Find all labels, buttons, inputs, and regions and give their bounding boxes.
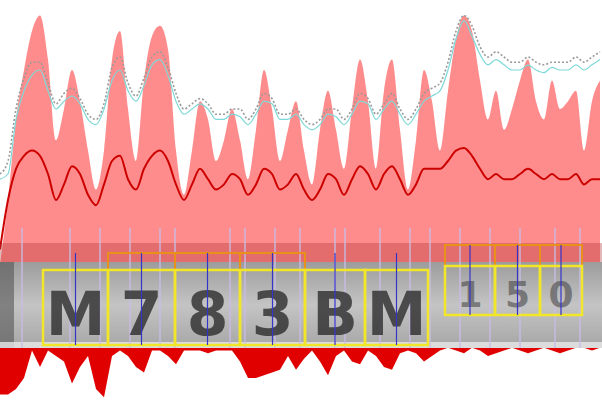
plot-bottom xyxy=(0,345,600,397)
chart: M783BM150 xyxy=(0,0,602,405)
center-line xyxy=(207,253,208,345)
center-line xyxy=(560,245,561,315)
bottom-profile-area xyxy=(0,345,600,397)
cut-line xyxy=(299,228,301,348)
candidate-box xyxy=(240,253,305,345)
center-line xyxy=(75,253,76,345)
characters: M783BM xyxy=(43,253,428,349)
center-line xyxy=(396,253,397,345)
cuts xyxy=(22,228,580,348)
cut-line xyxy=(244,228,246,348)
candidate-box xyxy=(495,245,540,315)
plate xyxy=(0,262,602,348)
profile-line xyxy=(0,21,600,180)
cut-line xyxy=(229,228,231,348)
center-line xyxy=(272,253,273,345)
candidate-box xyxy=(175,253,240,345)
center-line xyxy=(517,245,518,315)
region-characters: 150 xyxy=(445,245,582,315)
profile-area xyxy=(0,15,600,265)
cut-line xyxy=(429,228,431,348)
candidate-box xyxy=(108,253,175,345)
center-line xyxy=(334,253,335,345)
center-line xyxy=(141,253,142,345)
plate-edge xyxy=(0,262,14,348)
candidate-box xyxy=(540,245,582,315)
profile-line xyxy=(0,15,600,174)
center-line xyxy=(469,245,470,315)
cut-line xyxy=(334,228,336,348)
plot-top xyxy=(0,15,600,265)
candidate-box xyxy=(445,245,495,315)
cut-line xyxy=(21,228,23,348)
